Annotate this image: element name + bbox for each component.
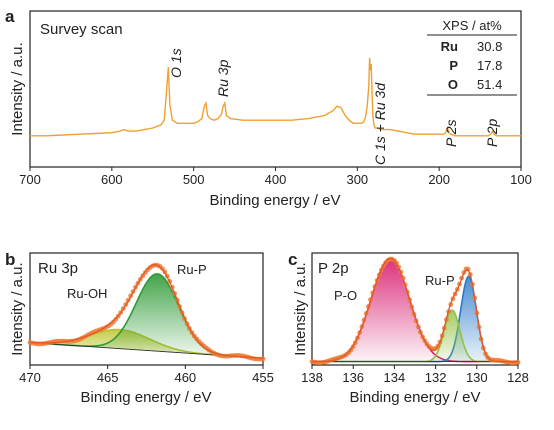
panel-c-title: P 2p — [318, 260, 349, 277]
table-element-o: O — [448, 77, 458, 92]
panel-b-x-tick-label-465: 465 — [97, 370, 119, 385]
panel-a: a Survey scan 700 600 500 400 300 200 100 Bind… — [5, 7, 532, 209]
panel-c-component-fill-p-o-0 — [312, 258, 518, 362]
composition-table: XPS / at% Ru 30.8 P 17.8 O 51.4 — [427, 18, 517, 96]
panel-c-x-tick-label-130: 130 — [466, 370, 488, 385]
component-label-ru-p-c: Ru-P — [425, 273, 455, 288]
component-label-ru-oh: Ru-OH — [67, 286, 107, 301]
panel-c-data-point — [515, 359, 521, 365]
panel-b-data-point — [260, 356, 266, 362]
panel-c-plot — [309, 256, 521, 366]
panel-c-letter: c — [288, 250, 297, 269]
panel-c: c P 2p 138 136 134 132 130 128 Binding energy… — [288, 250, 529, 406]
panel-b-x-tick-label-470: 470 — [19, 370, 41, 385]
panel-c-frame — [311, 252, 519, 366]
panel-b-component-fill-ru-p-0 — [30, 273, 263, 359]
panel-b-title: Ru 3p — [38, 260, 78, 277]
panel-a-x-tick-label-100: 100 — [510, 172, 532, 187]
panel-b-envelope-line — [29, 264, 264, 359]
panel-b-frame — [29, 252, 264, 366]
panel-a-x-tick-label-200: 200 — [428, 172, 450, 187]
peak-label-ru3p: Ru 3p — [215, 59, 231, 97]
panel-a-title: Survey scan — [40, 21, 123, 38]
panel-a-x-tick-label-700: 700 — [19, 172, 41, 187]
table-value-o: 51.4 — [477, 77, 502, 92]
table-header: XPS / at% — [442, 18, 502, 33]
table-element-p: P — [449, 58, 458, 73]
panel-c-y-label: Intensity / a.u. — [292, 262, 309, 355]
table-element-ru: Ru — [441, 39, 458, 54]
panel-c-envelope-line — [312, 257, 518, 363]
survey-spectrum-line — [30, 57, 521, 137]
panel-c-x-tick-label-136: 136 — [342, 370, 364, 385]
panel-a-x-tick-label-300: 300 — [346, 172, 368, 187]
panel-c-x-tick-label-138: 138 — [301, 370, 323, 385]
component-label-ru-p-b: Ru-P — [177, 262, 207, 277]
panel-c-data-point — [465, 266, 471, 272]
peak-label-p2p: P 2p — [484, 119, 500, 147]
panel-c-component-fill-ru-p-1 — [312, 276, 518, 362]
panel-a-y-label: Intensity / a.u. — [9, 42, 26, 135]
table-value-p: 17.8 — [477, 58, 502, 73]
panel-b-x-ticks: 470 465 460 455 — [19, 365, 274, 385]
panel-c-x-tick-label-132: 132 — [425, 370, 447, 385]
panel-b-letter: b — [5, 250, 15, 269]
panel-b-x-tick-label-460: 460 — [174, 370, 196, 385]
panel-a-x-label: Binding energy / eV — [210, 192, 341, 209]
panel-c-x-tick-label-128: 128 — [507, 370, 529, 385]
panel-a-x-tick-label-500: 500 — [183, 172, 205, 187]
panel-b: b Ru 3p 470 465 460 455 Binding energy / eV… — [5, 250, 274, 406]
panel-c-x-ticks: 138 136 134 132 130 128 — [301, 365, 529, 385]
peak-label-c1s-ru3d: C 1s + Ru 3d — [372, 82, 388, 165]
peak-label-o1s: O 1s — [168, 48, 184, 78]
panel-a-letter: a — [5, 7, 15, 26]
panel-b-x-tick-label-455: 455 — [252, 370, 274, 385]
panel-a-x-tick-label-600: 600 — [101, 172, 123, 187]
panel-b-plot — [27, 262, 266, 362]
peak-label-p2s: P 2s — [443, 120, 459, 148]
component-label-p-o: P-O — [334, 288, 357, 303]
panel-b-x-label: Binding energy / eV — [81, 389, 212, 406]
panel-b-y-label: Intensity / a.u. — [9, 262, 26, 355]
table-value-ru: 30.8 — [477, 39, 502, 54]
panel-c-x-tick-label-134: 134 — [384, 370, 406, 385]
panel-a-x-tick-label-400: 400 — [265, 172, 287, 187]
panel-c-x-label: Binding energy / eV — [350, 389, 481, 406]
panel-a-x-ticks: 700 600 500 400 300 200 100 — [19, 167, 532, 187]
